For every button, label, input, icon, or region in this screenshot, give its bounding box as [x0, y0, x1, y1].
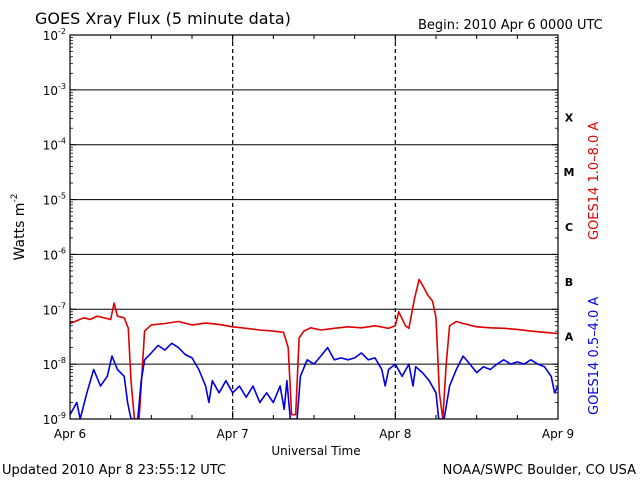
flare-class-label: X — [565, 111, 574, 124]
series-layer — [70, 278, 558, 419]
y-tick-label: 10-2 — [43, 27, 66, 43]
y-tick-exponent: -9 — [58, 411, 66, 420]
flare-class-label: M — [564, 166, 575, 179]
legend-short-wavelength: GOES14 0.5–4.0 A — [587, 297, 602, 415]
flare-class-label: A — [565, 331, 574, 344]
y-tick-label: 10-6 — [43, 246, 66, 262]
y-tick-base: 10 — [43, 248, 58, 262]
x-axis-label: Universal Time — [271, 444, 360, 458]
x-tick-label: Apr 6 — [54, 427, 86, 441]
y-tick-exponent: -5 — [58, 192, 66, 201]
y-tick-base: 10 — [43, 29, 58, 43]
flare-class-labels: A B C M X — [564, 111, 575, 343]
y-axis-label: Watts m-2 — [10, 194, 28, 261]
series-short-wavelength — [70, 342, 558, 419]
y-tick-base: 10 — [43, 84, 58, 98]
y-tick-exponent: -8 — [58, 356, 66, 365]
y-tick-base: 10 — [43, 194, 58, 208]
y-axis-label-text: Watts m — [12, 203, 28, 261]
y-tick-base: 10 — [43, 139, 58, 153]
y-axis-label-superscript: -2 — [10, 194, 20, 203]
y-tick-label: 10-5 — [43, 192, 66, 208]
y-tick-base: 10 — [43, 413, 58, 427]
y-tick-exponent: -6 — [58, 246, 66, 255]
series-long-wavelength — [70, 278, 558, 419]
x-tick-label: Apr 9 — [542, 427, 574, 441]
y-tick-exponent: -2 — [58, 27, 66, 36]
y-tick-base: 10 — [43, 358, 58, 372]
y-tick-label: 10-8 — [43, 356, 66, 372]
y-tick-label: 10-4 — [43, 137, 66, 153]
x-tick-label: Apr 8 — [379, 427, 411, 441]
y-tick-exponent: -7 — [58, 301, 66, 310]
y-tick-label: 10-7 — [43, 301, 66, 317]
chart-title: GOES Xray Flux (5 minute data) — [35, 9, 291, 28]
x-tick-label: Apr 7 — [217, 427, 249, 441]
updated-timestamp: Updated 2010 Apr 8 23:55:12 UTC — [2, 463, 226, 478]
flare-class-label: C — [565, 221, 573, 234]
grid-layer — [70, 35, 558, 419]
legend-long-wavelength: GOES14 1.0–8.0 A — [587, 122, 602, 240]
y-tick-base: 10 — [43, 303, 58, 317]
y-tick-label: 10-3 — [43, 82, 66, 98]
plot-frame — [69, 34, 559, 420]
y-tick-exponent: -4 — [58, 137, 66, 146]
begin-time-label: Begin: 2010 Apr 6 0000 UTC — [418, 18, 603, 33]
flare-class-label: B — [565, 276, 573, 289]
y-tick-exponent: -3 — [58, 82, 66, 91]
credit-label: NOAA/SWPC Boulder, CO USA — [443, 463, 636, 478]
y-tick-label: 10-9 — [43, 411, 66, 427]
